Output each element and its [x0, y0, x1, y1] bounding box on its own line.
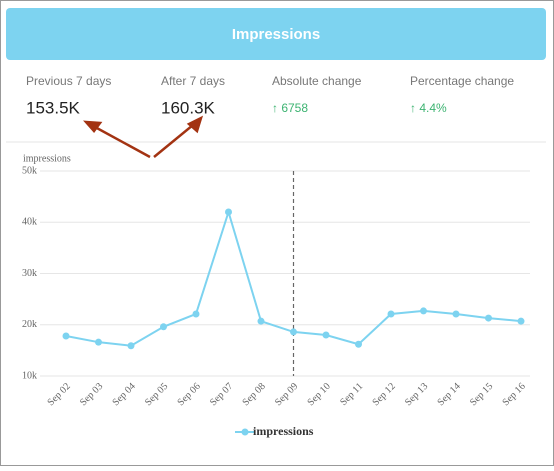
y-tick-label: 50k: [22, 165, 37, 176]
stat-value: 160.3K: [161, 98, 216, 117]
arrow: [153, 124, 194, 158]
point: [62, 332, 70, 340]
arrows: [83, 115, 204, 159]
point: [160, 323, 167, 331]
point: [420, 307, 427, 315]
arrow: [94, 125, 151, 159]
header-title: Impressions: [232, 26, 320, 43]
stat-label: Percentage change: [410, 74, 514, 88]
point: [485, 314, 492, 322]
point: [452, 310, 460, 318]
point: [290, 328, 297, 336]
point: [225, 208, 232, 216]
point: [95, 338, 102, 346]
stat-value: ↑ 4.4%: [410, 101, 447, 115]
point: [355, 340, 362, 348]
y-tick-label: 40k: [22, 217, 37, 228]
arrow-head: [83, 120, 103, 133]
y-tick-label: 30k: [22, 268, 37, 279]
point: [387, 310, 395, 318]
point: [257, 317, 265, 325]
y-axis-label: impressions: [23, 153, 71, 164]
y-tick-label: 10k: [22, 370, 37, 381]
point: [322, 331, 330, 339]
stat-label: Previous 7 days: [26, 74, 111, 88]
point: [517, 317, 525, 325]
header-bar: [6, 8, 546, 60]
legend-label: impressions: [253, 424, 314, 438]
arrow-head: [186, 115, 204, 134]
stat-value: 153.5K: [26, 98, 81, 117]
y-tick-label: 20k: [22, 319, 37, 330]
stat-value: ↑ 6758: [272, 101, 308, 115]
stat-label: Absolute change: [272, 74, 362, 88]
legend-marker: [241, 428, 249, 436]
point: [192, 310, 200, 318]
point: [127, 342, 135, 350]
stat-label: After 7 days: [161, 74, 225, 88]
